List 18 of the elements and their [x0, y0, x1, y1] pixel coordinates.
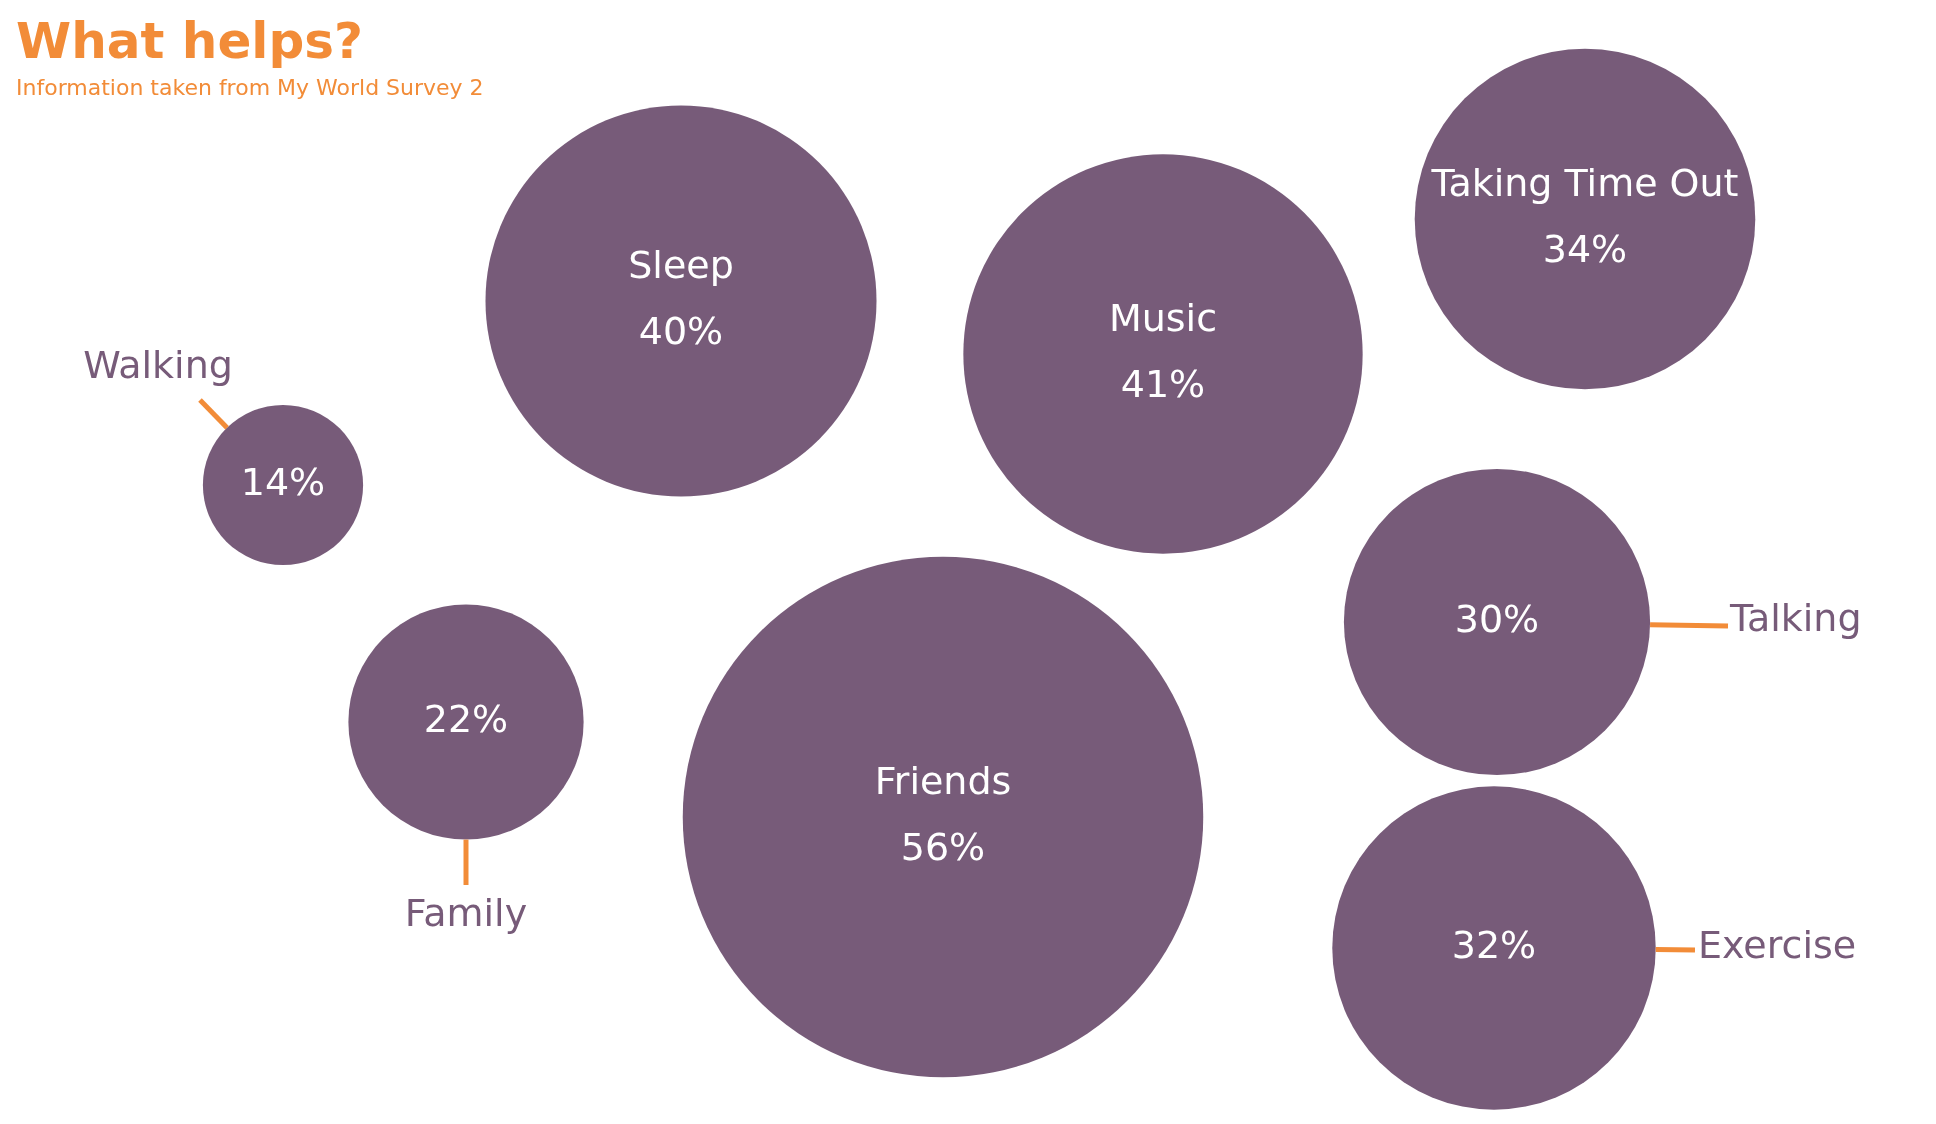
category-label: Sleep — [628, 242, 734, 287]
category-label: Friends — [874, 758, 1012, 803]
category-label: Walking — [83, 342, 233, 387]
category-label: Exercise — [1698, 922, 1857, 967]
data-label: 40% — [638, 308, 724, 353]
category-label: Music — [1108, 295, 1218, 340]
category-label: Family — [404, 890, 528, 935]
data-label: 41% — [1120, 361, 1206, 406]
data-label: 30% — [1454, 596, 1540, 641]
data-label: 34% — [1542, 226, 1628, 271]
data-label: 32% — [1451, 922, 1537, 967]
category-label: Talking — [1729, 595, 1862, 640]
text: What helps? — [16, 12, 364, 70]
data-label: 22% — [423, 696, 509, 741]
category-label: Taking Time Out — [1430, 160, 1739, 205]
text: Information taken from My World Survey 2 — [16, 75, 484, 100]
data-label: 14% — [240, 459, 326, 504]
data-label: 56% — [900, 824, 986, 869]
